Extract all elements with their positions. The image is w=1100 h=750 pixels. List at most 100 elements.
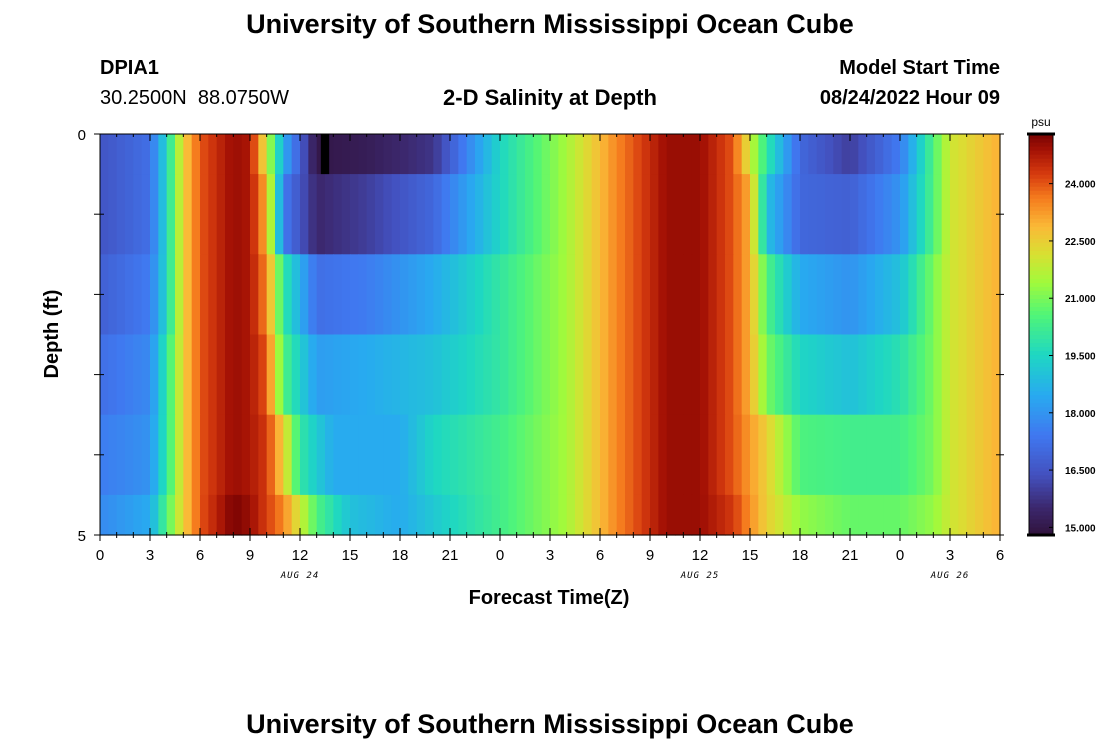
heatmap-cell bbox=[725, 494, 734, 536]
heatmap-cell bbox=[275, 414, 284, 496]
heatmap-cell bbox=[833, 174, 843, 255]
heatmap-cell bbox=[125, 414, 134, 496]
heatmap-cell bbox=[450, 334, 459, 416]
colorbar-segment bbox=[1029, 210, 1053, 215]
heatmap-cell bbox=[416, 134, 426, 175]
heatmap-cell bbox=[658, 174, 668, 255]
heatmap-cell bbox=[208, 174, 218, 255]
heatmap-cell bbox=[525, 334, 534, 416]
x-tick-label: 15 bbox=[742, 547, 759, 564]
heatmap-cell bbox=[450, 254, 459, 336]
heatmap-cell bbox=[208, 254, 218, 336]
heatmap-cell bbox=[375, 134, 384, 175]
heatmap-cell bbox=[808, 254, 818, 336]
heatmap-cell bbox=[875, 174, 884, 255]
heatmap-cell bbox=[316, 174, 326, 255]
heatmap-cell bbox=[191, 494, 201, 536]
heatmap-cell bbox=[475, 494, 484, 536]
heatmap-cell bbox=[166, 494, 176, 536]
heatmap-cell bbox=[341, 494, 351, 536]
heatmap-cell bbox=[600, 174, 609, 255]
heatmap-cell bbox=[733, 414, 743, 496]
heatmap-cell bbox=[641, 174, 651, 255]
heatmap-cell bbox=[775, 254, 784, 336]
heatmap-cell bbox=[550, 174, 559, 255]
heatmap-cell bbox=[291, 414, 301, 496]
heatmap-cell bbox=[883, 334, 893, 416]
heatmap-cell bbox=[725, 254, 734, 336]
heatmap-cell bbox=[850, 494, 859, 536]
heatmap-cell bbox=[225, 254, 234, 336]
colorbar-segment bbox=[1029, 346, 1053, 352]
colorbar-segment bbox=[1029, 234, 1053, 239]
heatmap-cell bbox=[908, 334, 918, 416]
heatmap-cell bbox=[891, 254, 901, 336]
heatmap-cell bbox=[233, 134, 243, 175]
heatmap-cell bbox=[950, 414, 959, 496]
heatmap-cell bbox=[575, 134, 584, 175]
colorbar-segment bbox=[1029, 530, 1053, 536]
x-tick-label: 0 bbox=[896, 547, 904, 564]
colorbar-segment bbox=[1029, 318, 1053, 324]
heatmap-cell bbox=[550, 134, 559, 175]
heatmap-cell bbox=[925, 334, 934, 416]
heatmap-cell bbox=[616, 414, 626, 496]
heatmap-cell bbox=[458, 414, 468, 496]
heatmap-cell bbox=[633, 494, 643, 536]
heatmap-cell bbox=[866, 174, 876, 255]
heatmap-cell bbox=[650, 134, 659, 175]
colorbar-segment bbox=[1029, 150, 1053, 155]
heatmap-cell bbox=[883, 254, 893, 336]
heatmap-cell bbox=[141, 174, 151, 255]
colorbar-segment bbox=[1029, 406, 1053, 412]
heatmap-cell bbox=[808, 414, 818, 496]
heatmap-cell bbox=[308, 334, 318, 416]
heatmap-cell bbox=[350, 254, 359, 336]
heatmap-cell bbox=[708, 174, 718, 255]
heatmap-cell bbox=[183, 254, 193, 336]
heatmap-cell bbox=[875, 494, 884, 536]
colorbar-segment bbox=[1029, 166, 1053, 171]
heatmap-cell bbox=[466, 134, 476, 175]
heatmap-cell bbox=[708, 334, 718, 416]
colorbar-tick-label: 21.000 bbox=[1065, 294, 1096, 305]
heatmap-cell bbox=[916, 334, 926, 416]
colorbar-segment bbox=[1029, 174, 1053, 179]
heatmap-cell bbox=[758, 134, 768, 175]
colorbar-segment bbox=[1029, 454, 1053, 460]
heatmap-cell bbox=[658, 254, 668, 336]
heatmap-cell bbox=[975, 134, 984, 175]
colorbar-tick-label: 18.000 bbox=[1065, 409, 1096, 420]
model-start-label: Model Start Time bbox=[839, 57, 1000, 79]
heatmap-cell bbox=[183, 414, 193, 496]
heatmap-cell bbox=[116, 334, 126, 416]
heatmap-cell bbox=[908, 494, 918, 536]
colorbar-segment bbox=[1029, 138, 1053, 143]
heatmap-cell bbox=[350, 134, 359, 175]
heatmap-cell bbox=[150, 174, 159, 255]
heatmap-cell bbox=[375, 174, 384, 255]
heatmap-cell bbox=[658, 414, 668, 496]
x-tick-label: 18 bbox=[392, 547, 409, 564]
heatmap-cell bbox=[741, 134, 751, 175]
heatmap-cell bbox=[741, 494, 751, 536]
heatmap-cell bbox=[466, 414, 476, 496]
heatmap-cell bbox=[883, 134, 893, 175]
colorbar-segment bbox=[1029, 494, 1053, 500]
heatmap-cell bbox=[608, 134, 618, 175]
x-tick-label: 3 bbox=[946, 547, 954, 564]
colorbar-unit: psu bbox=[1031, 115, 1050, 129]
x-date-label: AUG 25 bbox=[680, 571, 720, 581]
heatmap-cell bbox=[333, 174, 343, 255]
heatmap-cell bbox=[275, 334, 284, 416]
heatmap-cell bbox=[741, 174, 751, 255]
heatmap-cell bbox=[550, 334, 559, 416]
heatmap-cell bbox=[525, 134, 534, 175]
colorbar-segment bbox=[1029, 198, 1053, 203]
heatmap-cell bbox=[750, 134, 759, 175]
heatmap-cell bbox=[850, 334, 859, 416]
colorbar-segment bbox=[1029, 250, 1053, 255]
heatmap-cell bbox=[191, 174, 201, 255]
heatmap-cell bbox=[483, 334, 493, 416]
